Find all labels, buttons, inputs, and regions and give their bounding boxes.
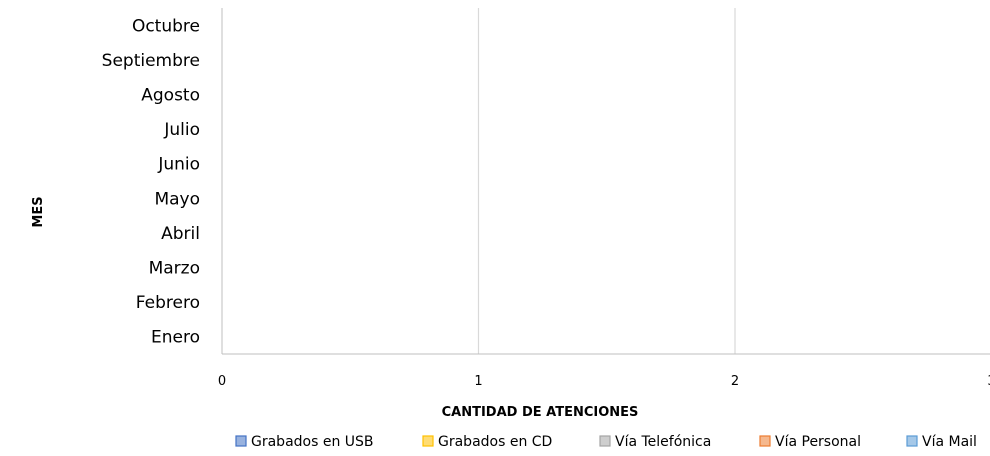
legend-item: Grabados en CD (422, 434, 552, 450)
x-axis-title: CANTIDAD DE ATENCIONES (442, 405, 639, 420)
legend-swatch (235, 435, 247, 447)
y-tick-label: Octubre (132, 16, 200, 36)
x-tick-label: 1 (474, 374, 482, 389)
y-tick-label: Julio (163, 120, 200, 140)
y-tick-labels: Enero Febrero Marzo Abril Mayo Junio Julio Agos… (102, 16, 200, 347)
y-tick-label: Septiembre (102, 51, 200, 71)
legend-item: Grabados en USB (235, 434, 374, 450)
y-tick-label: Mayo (154, 189, 200, 209)
legend: Grabados en USB Grabados en CD Vía Telefón… (235, 434, 977, 450)
legend-swatch (599, 435, 611, 447)
legend-swatch (422, 435, 434, 447)
y-axis-title: MES (31, 196, 46, 227)
legend-swatch (906, 435, 918, 447)
x-tick-label: 0 (218, 374, 226, 389)
legend-item: Vía Mail (906, 434, 977, 450)
y-tick-label: Abril (161, 224, 200, 244)
legend-label: Vía Mail (922, 434, 977, 450)
y-tick-label: Febrero (136, 293, 200, 313)
x-tick-label: 2 (731, 374, 739, 389)
legend-label: Grabados en USB (251, 434, 374, 450)
x-tick-labels: 0 1 2 3 (218, 374, 990, 389)
legend-label: Vía Personal (775, 434, 861, 450)
y-tick-label: Junio (157, 155, 200, 175)
legend-item: Vía Personal (759, 434, 861, 450)
y-tick-label: Marzo (149, 259, 200, 279)
legend-label: Vía Telefónica (615, 434, 711, 450)
y-tick-label: Agosto (141, 86, 200, 106)
legend-label: Grabados en CD (438, 434, 552, 450)
y-tick-label: Enero (151, 328, 200, 348)
legend-swatch (759, 435, 771, 447)
legend-item: Vía Telefónica (599, 434, 711, 450)
x-tick-label: 3 (987, 374, 990, 389)
gridlines (477, 8, 736, 354)
